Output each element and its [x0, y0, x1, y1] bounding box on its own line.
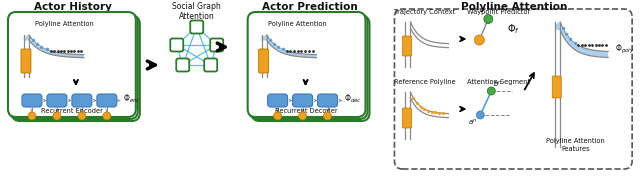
Circle shape	[476, 111, 484, 119]
Text: Trajectory Context: Trajectory Context	[394, 9, 455, 15]
Circle shape	[487, 87, 495, 95]
Circle shape	[324, 112, 332, 120]
Circle shape	[53, 112, 61, 120]
Text: Polyline Attention: Polyline Attention	[461, 2, 568, 12]
FancyBboxPatch shape	[248, 12, 365, 117]
FancyBboxPatch shape	[97, 94, 117, 107]
Text: Actor History: Actor History	[34, 2, 112, 12]
Text: Actor Prediction: Actor Prediction	[262, 2, 358, 12]
Text: Polyline Attention: Polyline Attention	[35, 21, 93, 27]
FancyBboxPatch shape	[170, 39, 183, 52]
Polygon shape	[262, 35, 317, 58]
FancyBboxPatch shape	[72, 94, 92, 107]
Text: $\Phi_{dec}$: $\Phi_{dec}$	[344, 93, 361, 105]
Text: $a^n$: $a^n$	[468, 117, 477, 127]
Text: Attention Segment: Attention Segment	[467, 79, 530, 85]
FancyBboxPatch shape	[47, 94, 67, 107]
FancyBboxPatch shape	[8, 12, 136, 117]
Text: $b^n$: $b^n$	[493, 79, 503, 89]
Text: Polyline Attention
Features: Polyline Attention Features	[546, 138, 605, 152]
Circle shape	[103, 112, 111, 120]
Polygon shape	[24, 35, 84, 58]
FancyBboxPatch shape	[22, 94, 42, 107]
FancyBboxPatch shape	[259, 49, 269, 73]
FancyBboxPatch shape	[10, 14, 138, 119]
Polygon shape	[556, 22, 608, 58]
Text: Social Graph
Attention: Social Graph Attention	[172, 2, 221, 21]
FancyBboxPatch shape	[210, 39, 223, 52]
Text: Recurrent Decoder: Recurrent Decoder	[275, 108, 338, 114]
FancyBboxPatch shape	[403, 108, 412, 128]
FancyBboxPatch shape	[190, 21, 204, 33]
Circle shape	[299, 112, 307, 120]
Circle shape	[484, 15, 493, 24]
FancyBboxPatch shape	[317, 94, 337, 107]
FancyBboxPatch shape	[268, 94, 287, 107]
Text: Waypoint Predictor: Waypoint Predictor	[467, 9, 530, 15]
Text: $\Phi_f$: $\Phi_f$	[508, 22, 520, 36]
FancyBboxPatch shape	[12, 16, 140, 121]
Text: $\Phi_{poly}$: $\Phi_{poly}$	[615, 42, 635, 56]
Circle shape	[474, 35, 484, 45]
Circle shape	[274, 112, 282, 120]
FancyBboxPatch shape	[292, 94, 312, 107]
FancyBboxPatch shape	[252, 16, 369, 121]
FancyBboxPatch shape	[250, 14, 367, 119]
FancyBboxPatch shape	[552, 76, 561, 98]
Circle shape	[28, 112, 36, 120]
FancyBboxPatch shape	[394, 9, 632, 169]
Text: Reference Polyline: Reference Polyline	[394, 79, 455, 85]
FancyBboxPatch shape	[21, 49, 31, 73]
FancyBboxPatch shape	[176, 59, 189, 72]
Text: Recurrent Encoder: Recurrent Encoder	[41, 108, 103, 114]
FancyBboxPatch shape	[204, 59, 217, 72]
Circle shape	[78, 112, 86, 120]
Text: Polyline Attention: Polyline Attention	[268, 21, 327, 27]
Text: $\Phi_{enc}$: $\Phi_{enc}$	[123, 93, 140, 105]
FancyBboxPatch shape	[403, 36, 412, 56]
